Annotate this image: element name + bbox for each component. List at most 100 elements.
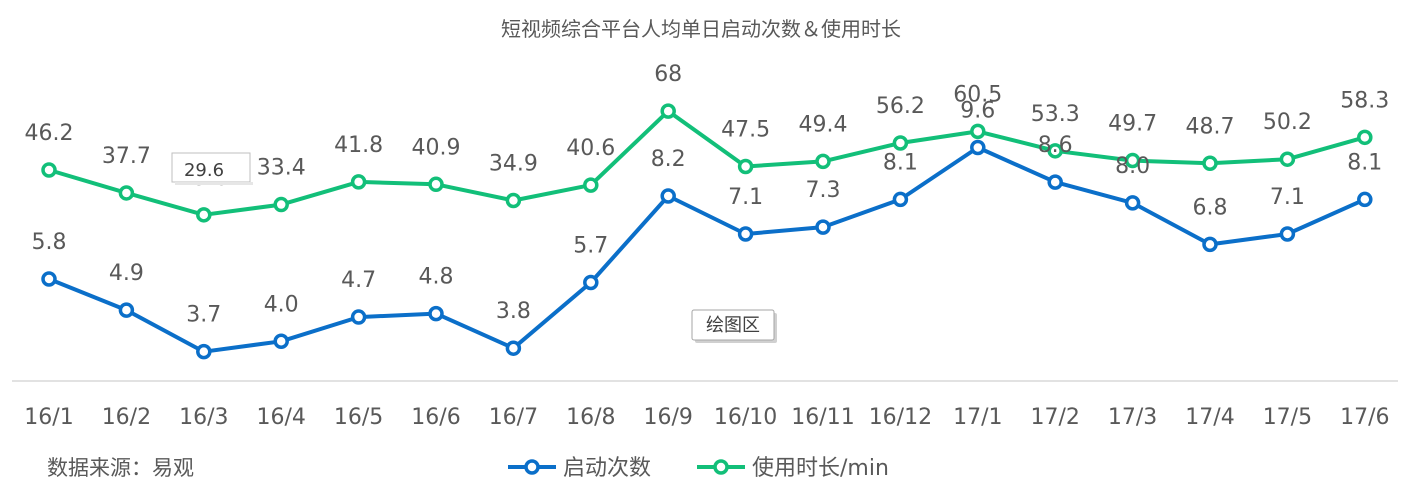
data-label-duration: 56.2 [876,94,925,119]
data-point-launches [737,226,754,242]
legend-label-launches: 启动次数 [563,456,651,481]
data-point-launches [505,340,522,356]
x-tick-label: 17/6 [1340,405,1389,430]
data-point-launches [583,274,599,291]
data-point-duration [1357,129,1373,146]
x-tick-label: 17/2 [1030,405,1079,430]
data-label-launches: 5.7 [573,233,608,258]
x-tick-label: 16/7 [489,405,538,430]
x-tick-label: 17/4 [1185,405,1234,430]
data-label-launches: 3.8 [496,299,531,324]
series-line-duration [48,109,1366,217]
data-label-duration: 68 [654,62,682,87]
legend-marker-launches [524,459,540,475]
data-label-duration: 40.6 [566,136,615,161]
data-label-launches: 7.3 [806,178,841,203]
data-label-duration: 47.5 [721,117,770,142]
data-point-duration [41,162,57,178]
data-label-launches: 4.8 [419,265,454,290]
data-point-launches [1279,226,1296,242]
data-label-layer: 5.8 4.9 3.7 4.0 4.7 4.8 3.8 5.7 8.2 7.1 7.3 8.1 9.6 8… [25,62,1390,328]
data-point-launches [970,139,986,156]
data-label-launches: 8.2 [651,147,686,172]
data-point-launches [660,188,676,204]
legend-label-duration: 使用时长/min [752,456,889,481]
x-tick-label: 17/5 [1263,405,1312,430]
x-tick-label: 16/11 [791,405,854,430]
x-tick-labels: 16/1 16/2 16/3 16/4 16/5 16/6 16/7 16/8 16/9 16/1… [24,405,1389,430]
data-point-launches [273,333,289,350]
legend: 启动次数 使用时长/min [508,456,889,481]
data-label-launches: 9.6 [960,99,995,124]
tooltip-shadow [175,182,253,185]
data-point-launches [1202,236,1218,253]
data-point-launches [350,309,367,325]
data-label-launches: 8.1 [1347,150,1382,175]
data-point-duration [660,103,676,119]
data-point-duration [1279,151,1296,167]
data-label-launches: 8.1 [883,150,918,175]
legend-marker-duration [713,459,729,475]
data-label-launches: 5.8 [32,230,67,255]
data-point-launches [41,271,57,287]
data-point-launches [196,343,212,360]
data-label-duration: 53.3 [1031,102,1080,127]
source-note: 数据来源：易观 [47,456,194,480]
data-label-duration: 40.9 [412,135,461,160]
chart-title: 短视频综合平台人均单日启动次数＆使用时长 [501,17,901,41]
plot-area-label-box [691,309,775,341]
data-label-launches: 3.7 [186,303,221,328]
x-tick-label: 16/4 [256,405,305,430]
data-label-duration: 33.4 [257,156,306,181]
data-point-duration [1124,152,1141,169]
data-label-launches: 4.9 [109,261,144,286]
data-point-launches [1047,174,1063,190]
data-point-duration [350,174,367,190]
series-line-launches [48,145,1366,354]
x-tick-label: 16/10 [714,405,777,430]
data-point-launches [1357,191,1373,208]
data-label-duration: 60.5 [953,82,1002,107]
data-label-launches: 4.7 [341,268,376,293]
tooltip-text: 29.6 [184,160,224,181]
data-label-launches: 4.0 [264,292,299,317]
data-label-duration: 50.2 [1263,110,1312,135]
data-label-launches: 6.8 [1193,195,1228,220]
data-label-launches: 8.6 [1038,133,1073,158]
x-tick-label: 16/5 [334,405,383,430]
data-point-duration [118,185,135,201]
data-label-launches: 7.1 [728,185,763,210]
data-label-launches: 8.0 [1115,154,1150,179]
series-layer [41,103,1373,360]
tooltip-box [171,152,251,183]
plot-area-label-text: 绘图区 [706,315,760,336]
data-point-duration [583,177,599,193]
data-point-duration [428,176,444,193]
data-label-duration: 58.3 [1340,88,1389,113]
data-label-duration: 41.8 [334,133,383,158]
data-label-duration: 49.4 [799,112,848,137]
x-tick-label: 16/3 [179,405,228,430]
data-point-launches [1124,195,1141,211]
data-label-duration: 49.7 [1108,112,1157,137]
data-label-duration: 37.7 [102,144,151,169]
data-point-duration [737,158,754,175]
x-tick-label: 16/6 [411,405,460,430]
x-tick-label: 16/9 [643,405,692,430]
data-point-launches [892,191,909,208]
data-point-duration [1047,143,1063,159]
x-tick-label: 16/12 [869,405,932,430]
x-tick-label: 16/8 [566,405,615,430]
data-label-duration: 46.2 [25,121,74,146]
data-point-duration [970,123,986,140]
data-point-duration [892,135,909,151]
x-tick-label: 16/2 [102,405,151,430]
x-tick-label: 17/3 [1108,405,1157,430]
x-tick-label: 16/1 [24,405,73,430]
data-point-launches [118,302,135,318]
x-tick-label: 17/1 [953,405,1002,430]
data-point-duration [1202,155,1218,171]
data-label-duration: 48.7 [1186,114,1235,139]
plot-area-label: 绘图区 [691,309,777,343]
